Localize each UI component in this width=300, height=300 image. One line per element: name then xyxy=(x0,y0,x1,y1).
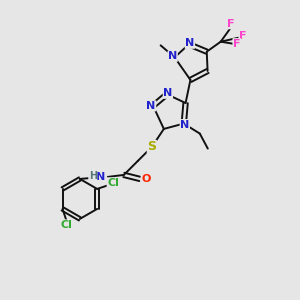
Text: N: N xyxy=(96,172,106,182)
Text: N: N xyxy=(185,38,194,48)
Text: Cl: Cl xyxy=(107,178,119,188)
Text: O: O xyxy=(141,174,151,184)
Text: S: S xyxy=(147,140,156,153)
Text: N: N xyxy=(168,51,177,61)
Text: Cl: Cl xyxy=(61,220,73,230)
Text: F: F xyxy=(233,39,241,49)
Text: H: H xyxy=(89,171,97,181)
Text: N: N xyxy=(163,88,172,98)
Text: N: N xyxy=(146,101,156,111)
Text: F: F xyxy=(227,19,235,29)
Text: N: N xyxy=(180,120,189,130)
Text: F: F xyxy=(239,31,247,41)
